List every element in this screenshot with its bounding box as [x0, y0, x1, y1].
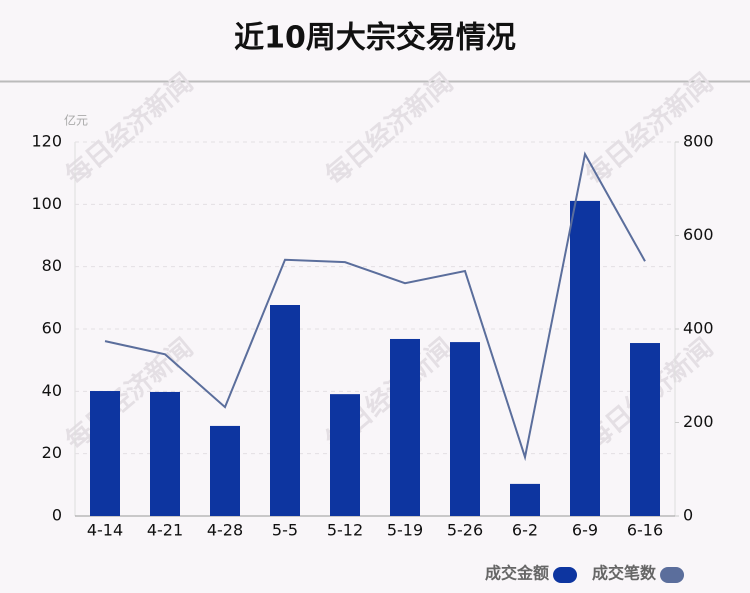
y-tick-label: 60 [42, 319, 62, 338]
bar [150, 391, 180, 516]
y-unit: 亿元 [64, 113, 88, 128]
x-tick-label: 5-5 [272, 521, 298, 540]
legend-swatch [660, 567, 685, 583]
chart-title: 近10周大宗交易情况 [234, 21, 516, 56]
x-tick-label: 5-12 [327, 521, 363, 540]
bar [210, 425, 240, 516]
x-tick-label: 6-16 [627, 521, 663, 540]
legend-label: 成交笔数 [592, 564, 657, 583]
y2-tick-label: 800 [683, 132, 714, 151]
legend-swatch [553, 567, 578, 583]
y-tick-label: 80 [42, 256, 62, 275]
x-tick-label: 5-26 [447, 521, 483, 540]
x-tick-label: 4-14 [87, 521, 123, 540]
bar [90, 391, 120, 516]
y2-tick-label: 0 [683, 506, 693, 525]
bar [510, 483, 540, 516]
y-tick-label: 20 [42, 443, 62, 462]
x-tick-label: 4-28 [207, 521, 243, 540]
legend-label: 成交金额 [485, 564, 549, 583]
y2-tick-label: 200 [683, 412, 714, 431]
bar [570, 200, 600, 516]
bar [450, 342, 480, 516]
x-tick-label: 6-2 [512, 521, 538, 540]
x-tick-label: 5-19 [387, 521, 423, 540]
y2-tick-label: 400 [683, 319, 714, 338]
y-tick-label: 120 [31, 132, 62, 151]
bar [390, 338, 420, 516]
y-tick-label: 100 [31, 194, 62, 213]
y2-tick-label: 600 [683, 225, 714, 244]
bar [330, 394, 360, 516]
x-tick-label: 4-21 [147, 521, 183, 540]
x-tick-label: 6-9 [572, 521, 598, 540]
line [104, 151, 646, 462]
y-tick-label: 0 [52, 506, 62, 525]
y-tick-label: 40 [42, 381, 62, 400]
bar [630, 343, 660, 516]
bar [270, 305, 300, 516]
